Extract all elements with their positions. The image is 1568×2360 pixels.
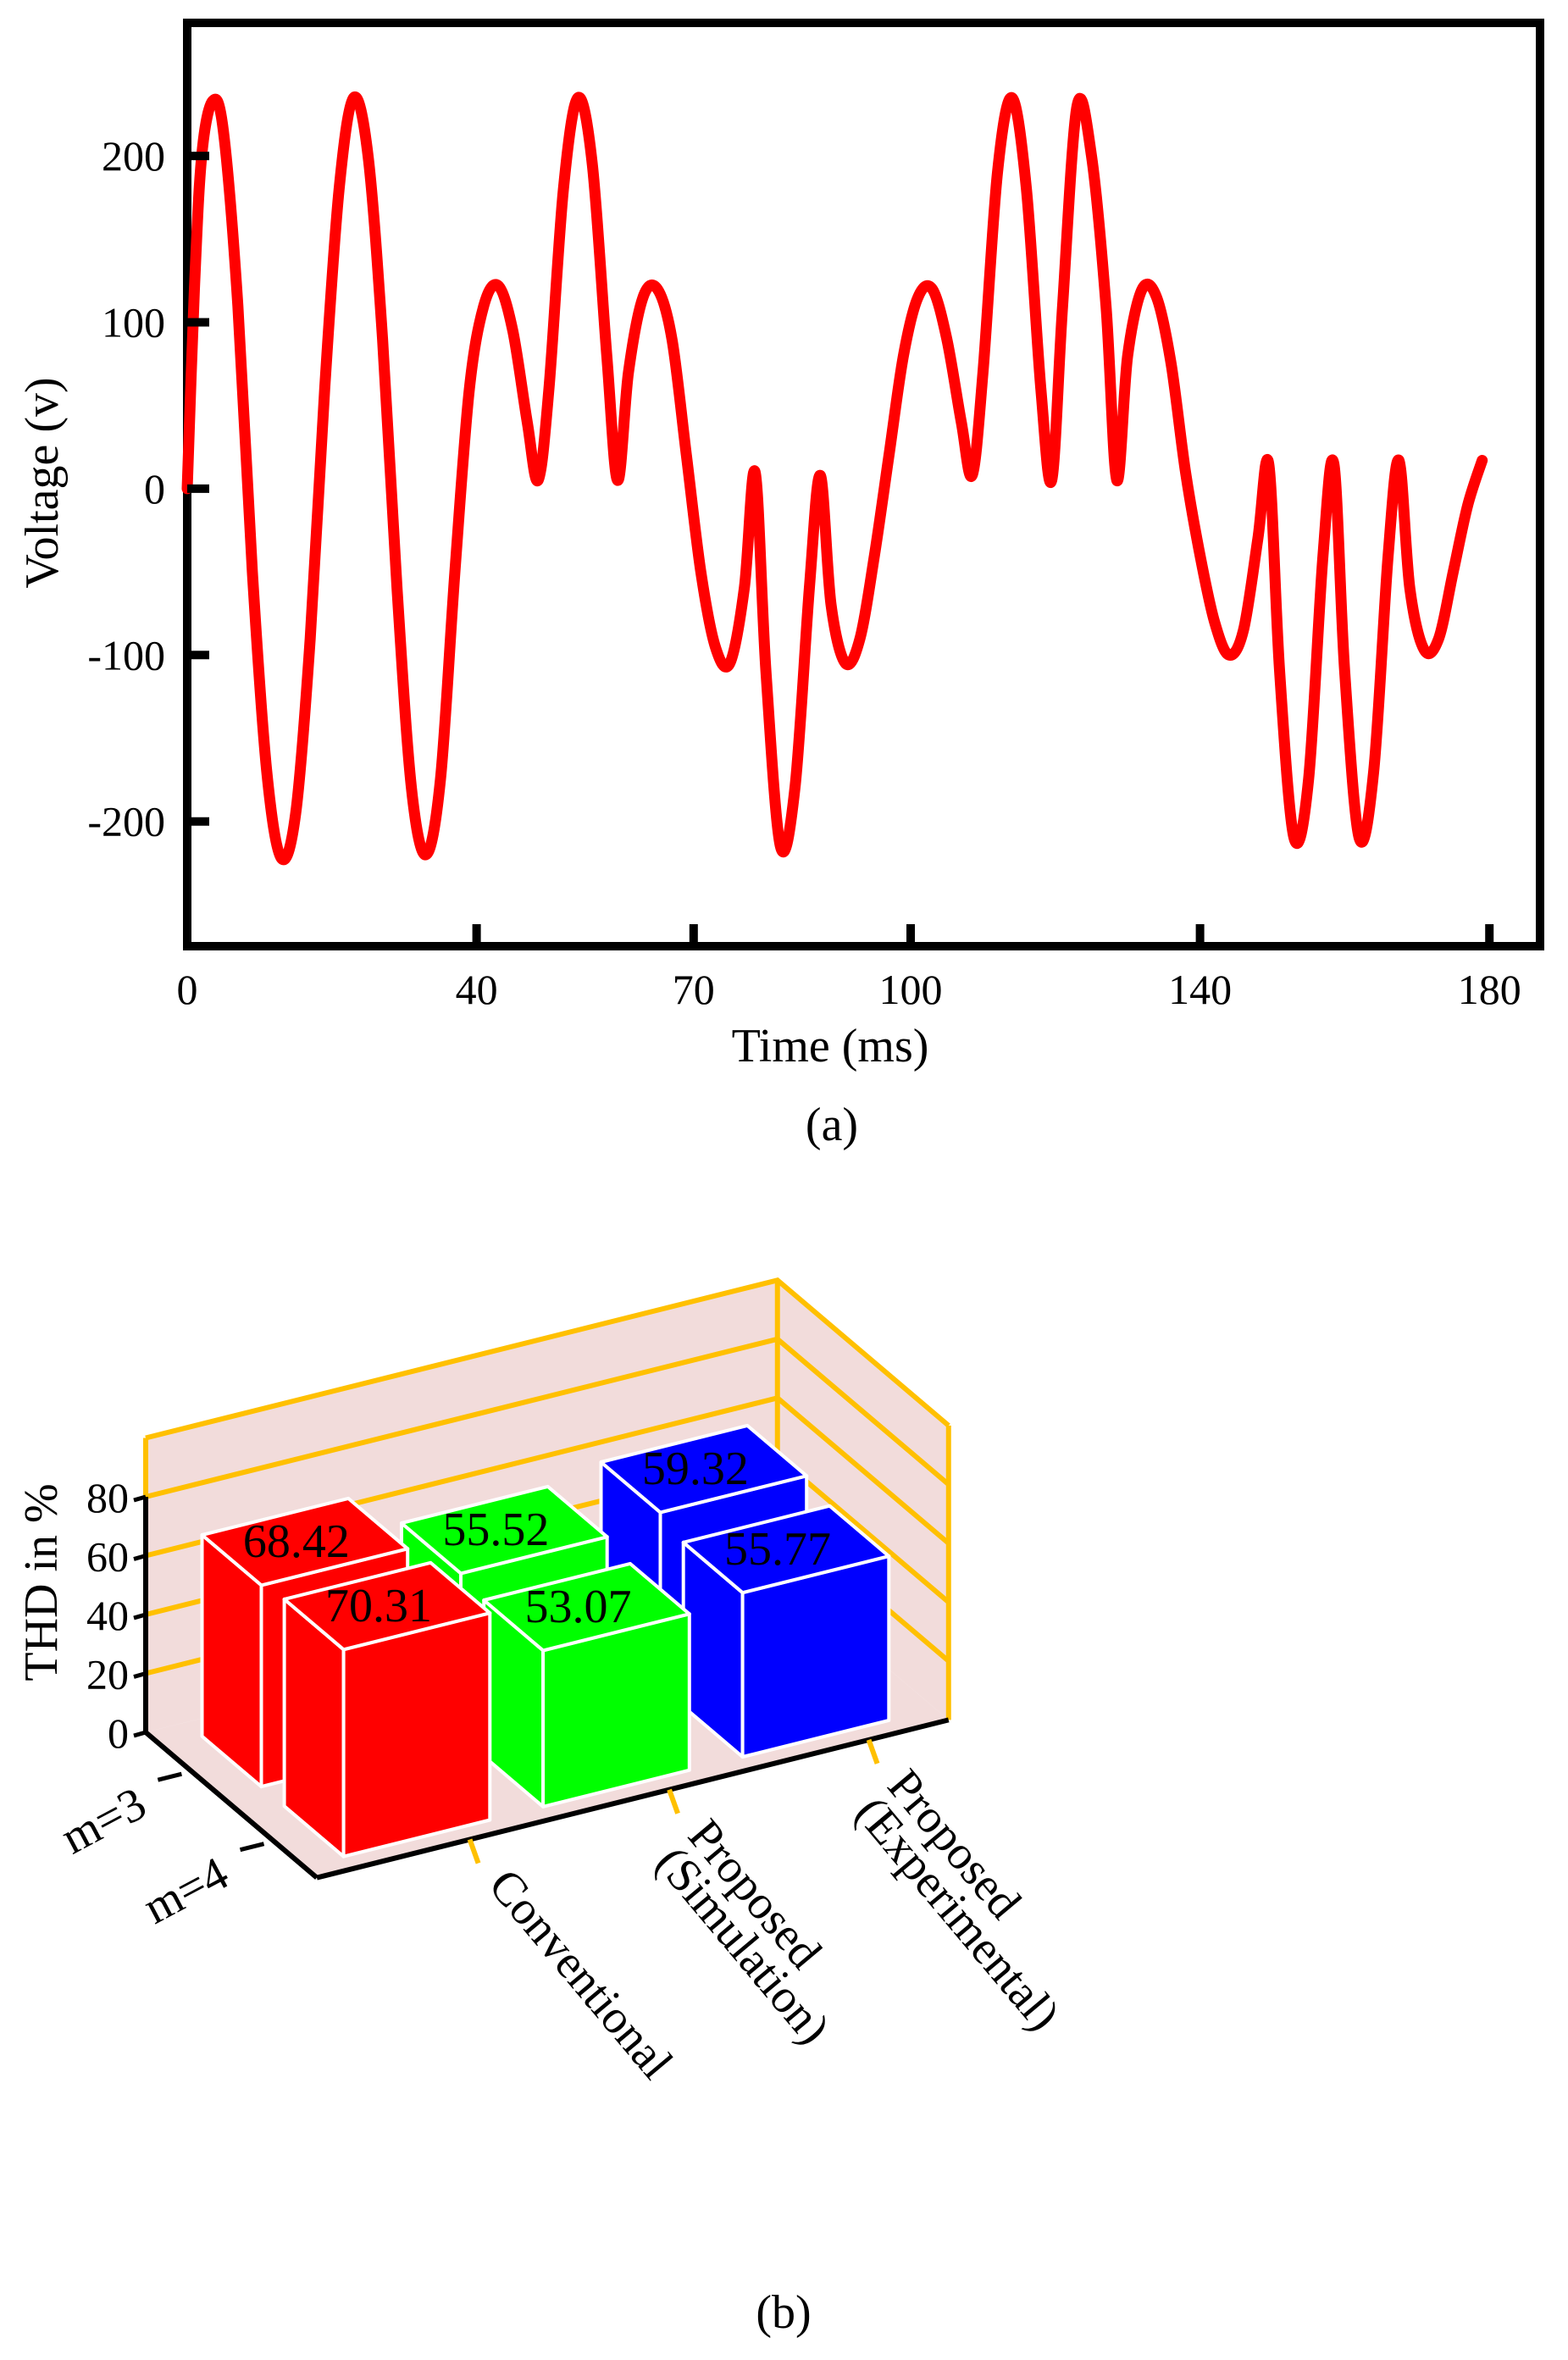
bar-value-label: 53.07 [524,1581,631,1633]
thd-3d-bar-chart: 59.32 55.52 68.42 55.77 53.07 70.31 0 20 40 60 80… [15,1277,1070,2339]
y-tick-mark [133,1554,147,1561]
x-tick-label: 180 [1458,966,1521,1013]
row-axis-line [144,1730,319,1880]
row-tick-mark [157,1771,182,1782]
x-tick-label: 70 [673,966,715,1013]
category-tick-mark [866,1738,880,1764]
category-label: Conventional [479,1859,683,2089]
voltage-series-line [181,91,1488,866]
bar-m=4-cat1: 53.07 [482,1561,691,1809]
row-label: m=3 [53,1777,154,1864]
bar-face-top [400,1484,609,1576]
bar-value-label: 55.77 [724,1523,831,1576]
y-tick-mark [133,1612,147,1620]
bar-face-top [282,1560,492,1652]
y-axis-title: THD in % [15,1483,68,1681]
caption-b: (b) [756,2286,811,2339]
bar-face-top [482,1561,691,1653]
bar-face-top [681,1504,891,1595]
bar-value-label: 68.42 [243,1515,350,1568]
bar-face-top [200,1496,410,1587]
y-tick-label: 100 [102,299,165,346]
y-axis-title: Voltage (v) [16,377,69,588]
bar-value-label: 59.32 [642,1443,749,1495]
row-tick-mark [239,1842,265,1853]
y-tick-mark [133,1494,147,1503]
bar-face-front [341,1611,492,1859]
category-axis-line [316,1717,950,1881]
bar-m=4-cat0: 70.31 [282,1560,492,1859]
y-tick-label: 0 [144,465,165,512]
row-label: m=4 [135,1847,236,1934]
x-axis-title: Time (ms) [732,1020,929,1072]
bar-m=4-cat2: 55.77 [681,1504,891,1759]
y-tick-mark [133,1671,147,1679]
y-tick-label: 20 [86,1651,129,1698]
y-tick-label: 60 [86,1533,129,1581]
voltage-line-chart: 200 100 0 -100 -200 0 40 70 100 140 180 Voltage (… [16,19,1544,1151]
bar-face-top [599,1423,809,1515]
category-tick-mark [667,1788,680,1814]
y-tick-label: -100 [87,631,165,679]
bars: 59.32 55.52 68.42 55.77 53.07 70.31 [200,1423,891,1859]
caption-a: (a) [806,1099,858,1151]
x-tick-label: 40 [456,966,498,1013]
y-tick-label: 40 [86,1592,129,1639]
y-tick-label: 80 [86,1474,129,1521]
y-tick-label: -200 [87,798,165,845]
bar-value-label: 70.31 [325,1580,432,1632]
y-tick-label: 200 [102,132,165,180]
x-tick-label: 100 [879,966,943,1013]
y-tick-label: 0 [108,1709,129,1757]
category-tick-mark [467,1838,481,1864]
x-tick-label: 0 [177,966,198,1013]
y-tick-mark [133,1730,147,1738]
bar-value-label: 55.52 [442,1504,549,1556]
x-tick-label: 140 [1168,966,1232,1013]
